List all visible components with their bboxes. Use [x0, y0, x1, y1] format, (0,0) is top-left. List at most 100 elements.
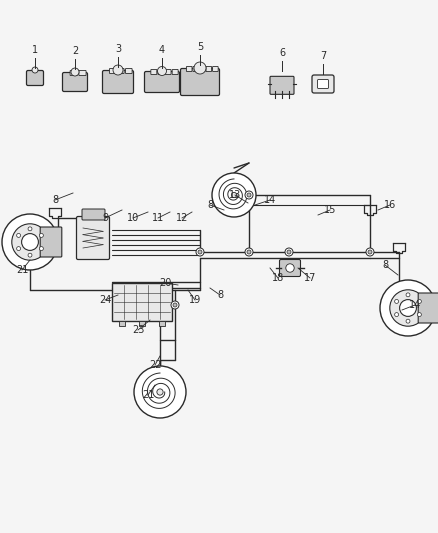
Circle shape [21, 233, 39, 251]
Circle shape [247, 193, 251, 197]
Circle shape [39, 233, 43, 237]
Circle shape [366, 248, 374, 256]
Circle shape [286, 264, 294, 272]
Text: 11: 11 [152, 213, 164, 223]
Bar [159, 321, 165, 326]
Text: 8: 8 [382, 260, 388, 270]
Circle shape [245, 191, 253, 199]
Circle shape [17, 247, 21, 251]
Text: 1: 1 [32, 45, 38, 55]
Bar [119, 321, 125, 326]
Text: 14: 14 [409, 300, 421, 310]
FancyBboxPatch shape [79, 70, 86, 76]
Circle shape [417, 300, 421, 303]
Circle shape [417, 313, 421, 317]
Circle shape [113, 65, 123, 75]
Text: 21: 21 [142, 390, 154, 400]
Text: 12: 12 [176, 213, 188, 223]
FancyBboxPatch shape [270, 76, 294, 94]
FancyBboxPatch shape [145, 71, 180, 93]
Circle shape [285, 248, 293, 256]
Circle shape [212, 173, 256, 217]
Circle shape [368, 250, 372, 254]
Circle shape [380, 280, 436, 336]
Text: 6: 6 [279, 48, 285, 58]
Text: 15: 15 [324, 205, 336, 215]
FancyBboxPatch shape [180, 69, 219, 95]
Text: 23: 23 [132, 325, 144, 335]
Text: 4: 4 [159, 45, 165, 55]
FancyBboxPatch shape [63, 72, 88, 92]
FancyBboxPatch shape [151, 69, 157, 75]
Circle shape [32, 67, 38, 73]
Text: 19: 19 [189, 295, 201, 305]
FancyBboxPatch shape [418, 293, 438, 323]
Circle shape [395, 313, 399, 317]
FancyBboxPatch shape [165, 69, 171, 75]
Circle shape [196, 248, 204, 256]
Text: 24: 24 [99, 295, 111, 305]
FancyBboxPatch shape [206, 67, 212, 71]
Text: 20: 20 [159, 278, 171, 288]
Text: 10: 10 [127, 213, 139, 223]
Circle shape [173, 303, 177, 307]
Circle shape [395, 300, 399, 303]
Circle shape [12, 224, 48, 260]
FancyBboxPatch shape [193, 67, 198, 71]
Text: 3: 3 [115, 44, 121, 54]
Circle shape [171, 301, 179, 309]
FancyBboxPatch shape [70, 70, 77, 76]
Text: 5: 5 [197, 42, 203, 52]
Text: 2: 2 [72, 46, 78, 56]
Text: 18: 18 [272, 273, 284, 283]
Text: 21: 21 [16, 265, 28, 275]
FancyBboxPatch shape [82, 209, 105, 220]
Circle shape [231, 192, 237, 198]
FancyBboxPatch shape [199, 67, 205, 71]
Circle shape [17, 233, 21, 237]
Text: 14: 14 [264, 195, 276, 205]
Circle shape [406, 319, 410, 323]
FancyBboxPatch shape [187, 67, 192, 71]
Circle shape [194, 62, 206, 74]
Text: 7: 7 [320, 51, 326, 61]
Circle shape [245, 248, 253, 256]
Text: 17: 17 [304, 273, 316, 283]
FancyBboxPatch shape [110, 69, 116, 74]
FancyBboxPatch shape [27, 70, 43, 85]
FancyBboxPatch shape [112, 283, 172, 321]
Circle shape [399, 300, 417, 317]
Circle shape [247, 250, 251, 254]
FancyBboxPatch shape [158, 69, 164, 75]
Text: 22: 22 [149, 360, 161, 370]
Circle shape [39, 247, 43, 251]
Circle shape [158, 67, 166, 76]
Circle shape [2, 214, 58, 270]
Text: 9: 9 [102, 213, 108, 223]
FancyBboxPatch shape [117, 69, 124, 74]
FancyBboxPatch shape [40, 227, 62, 257]
Circle shape [28, 227, 32, 231]
Text: 8: 8 [217, 290, 223, 300]
Text: 8: 8 [52, 195, 58, 205]
FancyBboxPatch shape [77, 216, 110, 260]
Circle shape [28, 253, 32, 257]
FancyBboxPatch shape [318, 79, 328, 88]
FancyBboxPatch shape [279, 260, 300, 277]
Circle shape [134, 366, 186, 418]
FancyBboxPatch shape [312, 75, 334, 93]
FancyBboxPatch shape [212, 67, 218, 71]
Text: 13: 13 [229, 190, 241, 200]
FancyBboxPatch shape [172, 69, 178, 75]
Circle shape [198, 250, 202, 254]
Circle shape [390, 290, 426, 326]
Text: 8: 8 [207, 200, 213, 210]
Circle shape [157, 389, 163, 395]
Text: 16: 16 [384, 200, 396, 210]
Bar [139, 321, 145, 326]
FancyBboxPatch shape [126, 69, 132, 74]
Circle shape [71, 68, 79, 76]
Circle shape [406, 293, 410, 297]
FancyBboxPatch shape [102, 70, 134, 93]
Circle shape [287, 250, 291, 254]
